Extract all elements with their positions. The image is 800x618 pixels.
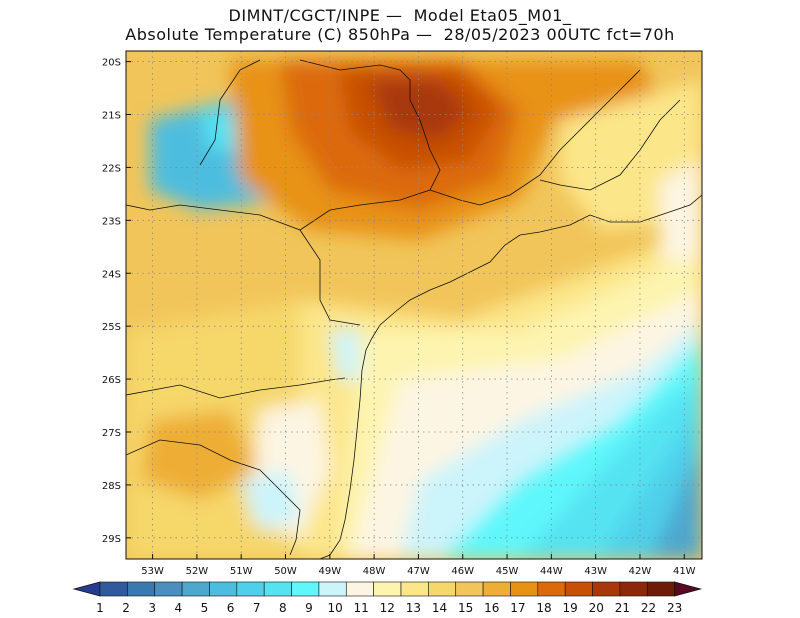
title-line-2: Absolute Temperature (C) 850hPa — 28/05/… [125,25,675,44]
lon-tick-label: 44W [540,566,563,577]
map-axes: 20S 21S 22S 23S 24S 25S 26S 27S 28S 29S 53W 52W 51W 5… [102,58,696,577]
field-cream-east [660,160,702,260]
colorbar: 1 2 3 4 5 6 7 8 9 10 11 12 13 14 15 16 17 18 19 20 21 22 23 [72,581,703,615]
field-pale-cyan [400,320,702,559]
colorbar-label: 11 [354,601,369,615]
lat-tick-label: 22S [102,163,121,174]
colorbar-segment [181,581,210,597]
lon-tick-label: 46W [451,566,474,577]
state-border-1 [126,377,346,399]
colorbar-label: 21 [615,601,630,615]
colorbar-label: 7 [253,601,261,615]
colorbar-segment [592,581,621,597]
colorbar-segment [537,581,566,597]
lon-tick-label: 52W [186,566,209,577]
state-border-6 [126,439,301,556]
field-light-ocean [340,250,702,559]
colorbar-segment [455,581,484,597]
colorbar-arrow-left [72,581,101,597]
colorbar-segment [209,581,238,597]
field-darkest [370,80,470,140]
colorbar-segment [510,581,539,597]
colorbar-segment [99,581,128,597]
lon-tick-label: 49W [319,566,342,577]
lat-tick-label: 24S [102,269,121,280]
lon-tick-label: 51W [230,566,253,577]
colorbar-label: 16 [484,601,499,615]
colorbar-segment [236,581,265,597]
colorbar-segment [263,581,292,597]
colorbar-segment [291,581,320,597]
colorbar-segment [646,581,675,597]
coastlines-and-borders [126,59,702,559]
grid-lines [126,51,702,559]
colorbar-label: 15 [458,601,473,615]
lon-tick-label: 53W [141,566,164,577]
state-border-7 [219,59,261,101]
colorbar-segment [564,581,593,597]
colorbar-label: 14 [432,601,447,615]
temperature-field [126,51,702,559]
colorbar-segment [154,581,183,597]
colorbar-segment [127,581,156,597]
lat-tick-label: 25S [102,322,121,333]
lon-tick-label: 43W [584,566,607,577]
colorbar-label: 23 [667,601,682,615]
state-border-5 [539,99,681,191]
state-border-3 [299,59,441,231]
colorbar-segment [345,581,374,597]
colorbar-label: 12 [380,601,395,615]
colorbar-segment [428,581,457,597]
field-pale-cyan-south [240,470,300,530]
title-line-1: DIMNT/CGCT/INPE — Model Eta05_M01_ [228,6,572,25]
colorbar-label: 9 [305,601,313,615]
state-border-8 [199,99,221,166]
lon-tick-label: 47W [407,566,430,577]
state-border-2 [126,204,361,326]
map-frame [125,50,703,560]
colorbar-segment [318,581,347,597]
colorbar-label: 6 [227,601,235,615]
colorbar-label: 10 [327,601,342,615]
lon-tick-label: 50W [274,566,297,577]
field-blue-deep [650,450,702,559]
colorbar-label: 8 [279,601,287,615]
colorbar-label: 1 [96,601,104,615]
colorbar-label: 3 [148,601,156,615]
colorbar-label: 4 [175,601,183,615]
lon-tick-label: 42W [629,566,652,577]
colorbar-label: 13 [406,601,421,615]
state-border-4 [429,69,641,206]
colorbar-label: 19 [563,601,578,615]
lat-tick-label: 20S [102,58,121,69]
colorbar-label: 20 [589,601,604,615]
colorbar-arrow-right [674,581,703,597]
field-lagoon [330,330,360,380]
colorbar-segment [373,581,402,597]
colorbar-label: 18 [536,601,551,615]
lat-tick-label: 29S [102,534,121,545]
lon-tick-label: 45W [496,566,519,577]
field-blue-west-small [200,110,240,150]
lat-tick-label: 28S [102,481,121,492]
colorbar-label: 5 [201,601,209,615]
colorbar-label: 2 [122,601,130,615]
colorbar-label: 22 [641,601,656,615]
lat-tick-label: 21S [102,111,121,122]
lon-tick-label: 48W [363,566,386,577]
field-orange-east [470,60,660,120]
coastline [319,194,702,559]
colorbar-segment [619,581,648,597]
colorbar-label: 17 [510,601,525,615]
lon-tick-label: 41W [673,566,696,577]
colorbar-segment [482,581,511,597]
lat-tick-label: 26S [102,375,121,386]
lat-tick-label: 27S [102,428,121,439]
colorbar-segment [400,581,429,597]
lat-tick-label: 23S [102,216,121,227]
field-warm-south [140,410,260,500]
